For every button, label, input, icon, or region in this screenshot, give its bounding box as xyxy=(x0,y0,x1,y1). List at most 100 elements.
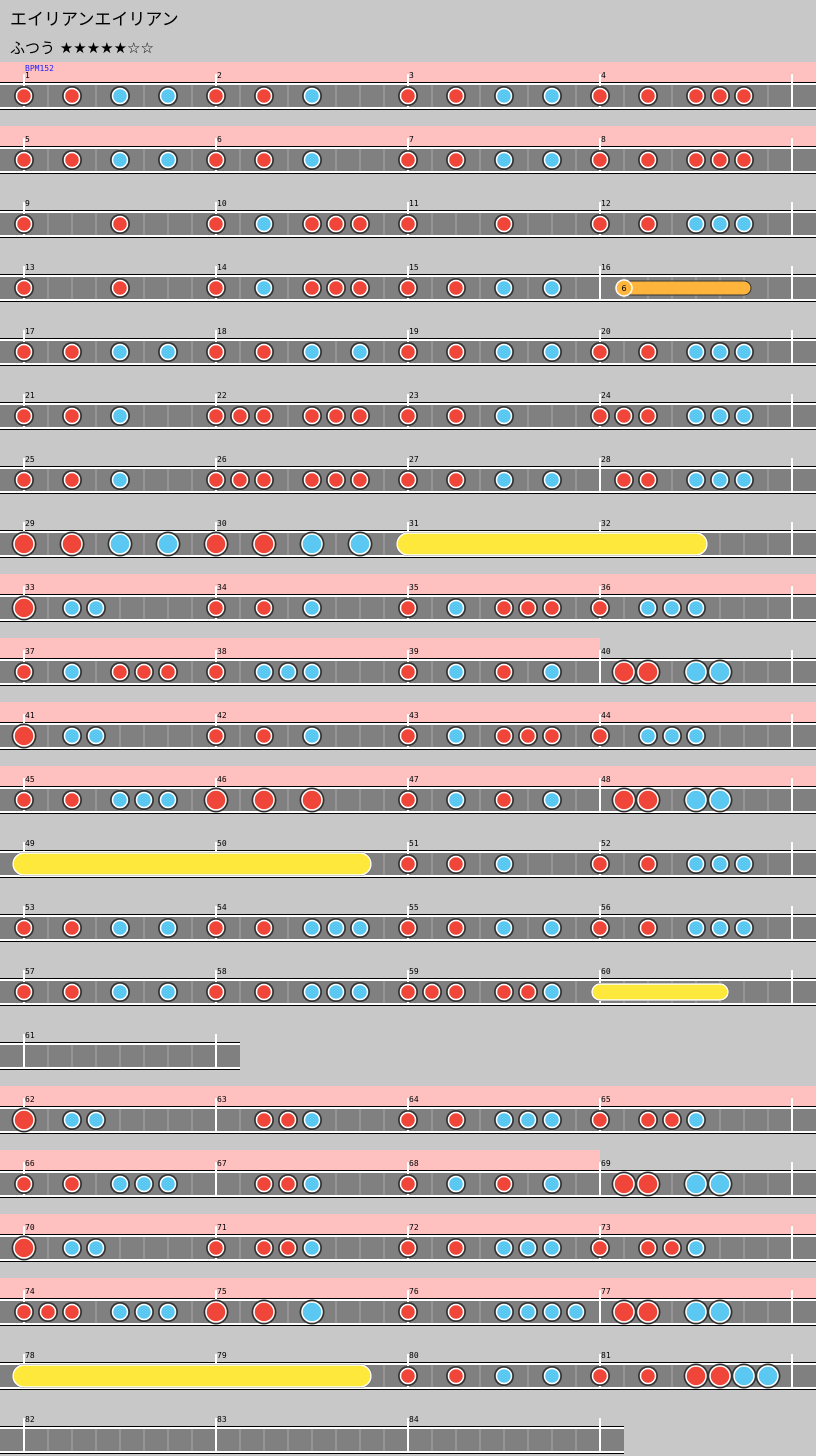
note xyxy=(279,663,297,681)
note xyxy=(351,343,369,361)
measure-number: 23 xyxy=(409,391,419,400)
measure-number: 53 xyxy=(25,903,35,912)
note xyxy=(711,343,729,361)
note xyxy=(207,471,225,489)
note xyxy=(111,343,129,361)
note xyxy=(591,919,609,937)
note xyxy=(63,151,81,169)
measure-number: 4 xyxy=(601,71,606,80)
note xyxy=(543,1175,561,1193)
note xyxy=(303,727,321,745)
note xyxy=(735,471,753,489)
note xyxy=(15,1175,33,1193)
big-note xyxy=(13,597,35,619)
note xyxy=(495,151,513,169)
big-note xyxy=(709,1365,731,1387)
big-note xyxy=(301,533,323,555)
note xyxy=(495,1367,513,1385)
note xyxy=(447,1111,465,1129)
measure-number: 49 xyxy=(25,839,35,848)
note xyxy=(87,599,105,617)
measure-number: 40 xyxy=(601,647,611,656)
difficulty-name: ふつう xyxy=(10,39,55,57)
note xyxy=(15,663,33,681)
note xyxy=(255,215,273,233)
big-note xyxy=(613,661,635,683)
note xyxy=(303,87,321,105)
note xyxy=(351,983,369,1001)
note xyxy=(567,1303,585,1321)
note xyxy=(15,919,33,937)
note xyxy=(591,151,609,169)
note xyxy=(207,919,225,937)
note xyxy=(15,1303,33,1321)
note xyxy=(327,919,345,937)
note xyxy=(159,663,177,681)
measure-number: 76 xyxy=(409,1287,419,1296)
note xyxy=(543,791,561,809)
balloon-body xyxy=(623,280,752,296)
note xyxy=(399,343,417,361)
note xyxy=(687,599,705,617)
measure-number: 79 xyxy=(217,1351,227,1360)
measure-number: 17 xyxy=(25,327,35,336)
measure-number: 82 xyxy=(25,1415,35,1424)
note xyxy=(447,1239,465,1257)
note xyxy=(495,599,513,617)
note xyxy=(207,343,225,361)
note xyxy=(111,791,129,809)
gogo-band xyxy=(408,62,600,82)
note xyxy=(639,599,657,617)
note xyxy=(639,87,657,105)
note xyxy=(159,87,177,105)
note xyxy=(447,1303,465,1321)
note xyxy=(159,1303,177,1321)
note xyxy=(15,983,33,1001)
big-note xyxy=(637,789,659,811)
gogo-band xyxy=(600,1278,816,1298)
gogo-band xyxy=(600,1214,816,1234)
note xyxy=(255,151,273,169)
note xyxy=(327,407,345,425)
note xyxy=(735,343,753,361)
note xyxy=(255,1239,273,1257)
note xyxy=(447,983,465,1001)
note xyxy=(351,407,369,425)
note xyxy=(615,407,633,425)
note xyxy=(687,87,705,105)
measure-number: 36 xyxy=(601,583,611,592)
gogo-band xyxy=(0,1086,216,1106)
note xyxy=(543,1303,561,1321)
note xyxy=(687,215,705,233)
big-note xyxy=(205,789,227,811)
note xyxy=(63,1303,81,1321)
measure-number: 34 xyxy=(217,583,227,592)
note xyxy=(711,151,729,169)
note xyxy=(15,215,33,233)
big-note xyxy=(685,1301,707,1323)
gogo-band xyxy=(0,638,216,658)
measure-number: 21 xyxy=(25,391,35,400)
note xyxy=(15,407,33,425)
note xyxy=(447,279,465,297)
note xyxy=(303,279,321,297)
note xyxy=(447,343,465,361)
measure-number: 54 xyxy=(217,903,227,912)
note xyxy=(63,919,81,937)
note xyxy=(303,983,321,1001)
note xyxy=(543,983,561,1001)
note xyxy=(495,407,513,425)
note xyxy=(399,215,417,233)
note xyxy=(639,471,657,489)
big-note xyxy=(205,533,227,555)
note xyxy=(111,215,129,233)
note xyxy=(303,1111,321,1129)
measure-number: 68 xyxy=(409,1159,419,1168)
measure-number: 78 xyxy=(25,1351,35,1360)
note xyxy=(111,663,129,681)
big-note xyxy=(253,789,275,811)
gogo-band xyxy=(0,702,216,722)
note xyxy=(543,599,561,617)
measure-number: 64 xyxy=(409,1095,419,1104)
note xyxy=(63,1239,81,1257)
